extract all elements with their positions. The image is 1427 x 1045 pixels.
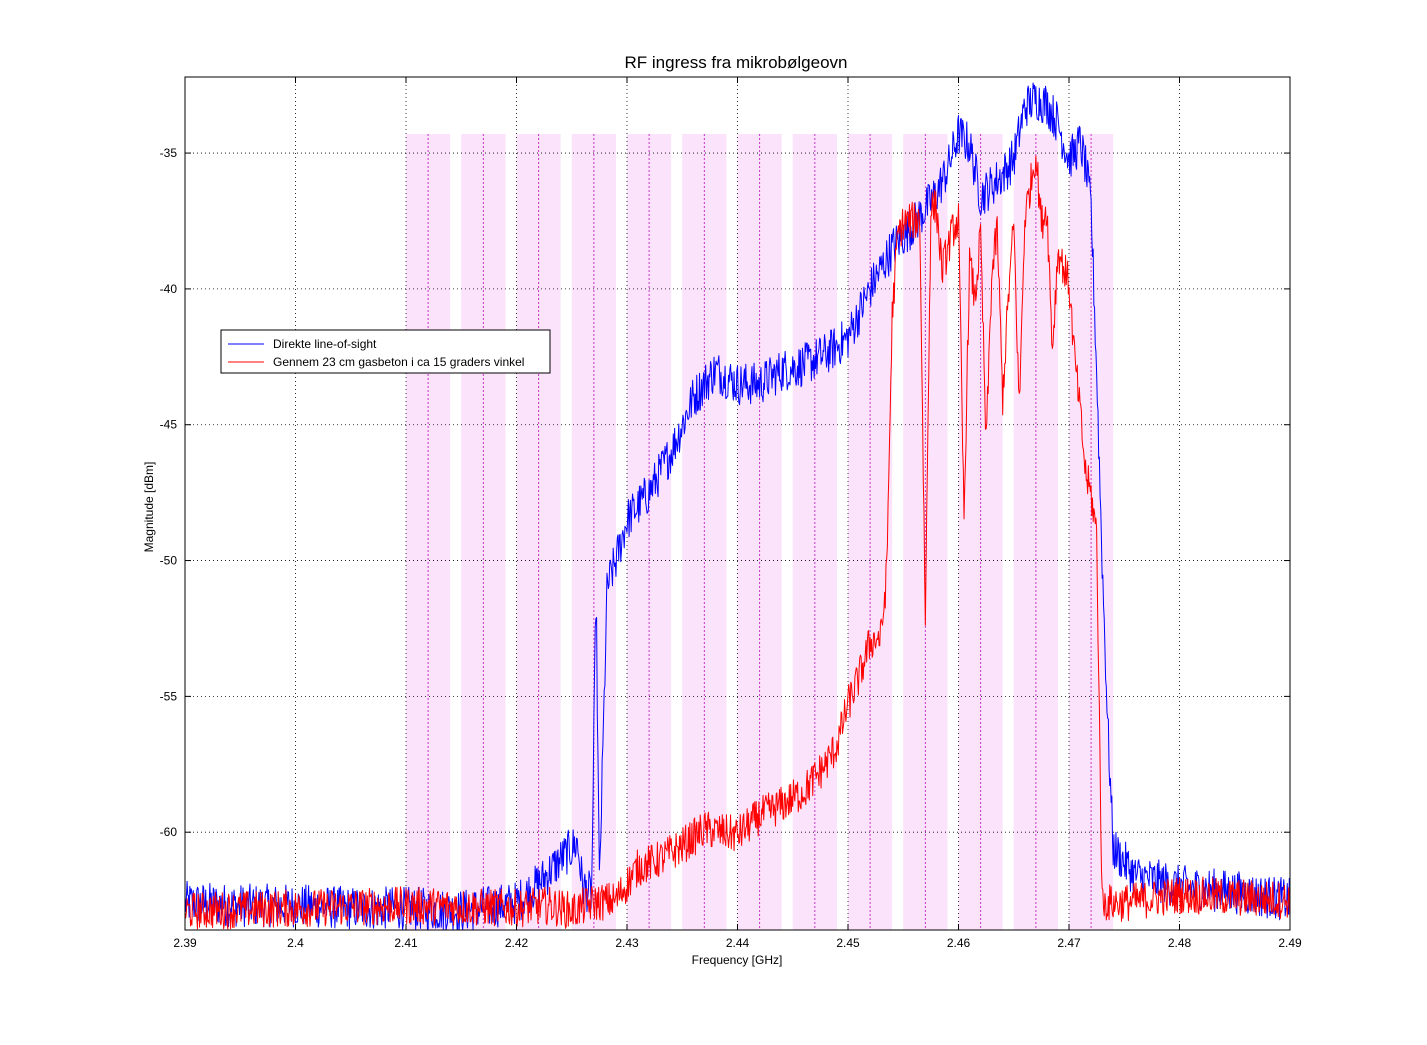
y-tick-label-1: -55	[160, 689, 178, 703]
y-tick-label-3: -45	[160, 418, 178, 432]
y-tick-label-4: -40	[160, 282, 178, 296]
x-tick-label-6: 2.45	[836, 936, 860, 950]
legend: Direkte line-of-sight Gennem 23 cm gasbe…	[220, 329, 551, 374]
x-tick-label-9: 2.48	[1168, 936, 1192, 950]
y-axis-ticks: -60 -55 -50 -45 -40 -35	[160, 146, 1290, 839]
y-tick-label-5: -35	[160, 146, 178, 160]
series-lines	[184, 82, 1291, 931]
legend-label-gasbeton: Gennem 23 cm gasbeton i ca 15 graders vi…	[273, 355, 524, 369]
legend-label-line-of-sight: Direkte line-of-sight	[273, 337, 377, 351]
y-tick-label-0: -60	[160, 825, 178, 839]
x-tick-label-3: 2.42	[505, 936, 529, 950]
x-tick-label-0: 2.39	[173, 936, 197, 950]
grid-lines	[185, 77, 1290, 930]
y-axis-label: Magnitude [dBm]	[142, 462, 156, 553]
channel-bands	[406, 134, 1114, 930]
x-tick-label-2: 2.41	[394, 936, 418, 950]
x-tick-label-8: 2.47	[1057, 936, 1081, 950]
series-line-2	[184, 155, 1291, 930]
x-axis-label: Frequency [GHz]	[692, 953, 783, 967]
y-tick-label-2: -50	[160, 554, 178, 568]
legend-box	[220, 329, 551, 374]
x-tick-label-1: 2.4	[287, 936, 304, 950]
x-tick-label-4: 2.43	[615, 936, 639, 950]
chart-title: RF ingress fra mikrobølgeovn	[625, 53, 848, 72]
x-tick-label-7: 2.46	[947, 936, 971, 950]
x-axis-ticks: 2.39 2.4 2.41 2.42 2.43 2.44 2.45 2.46 2.47 2.48 2…	[173, 77, 1302, 950]
series-line-1	[184, 82, 1291, 931]
x-tick-label-10: 2.49	[1278, 936, 1302, 950]
x-tick-label-5: 2.44	[726, 936, 750, 950]
